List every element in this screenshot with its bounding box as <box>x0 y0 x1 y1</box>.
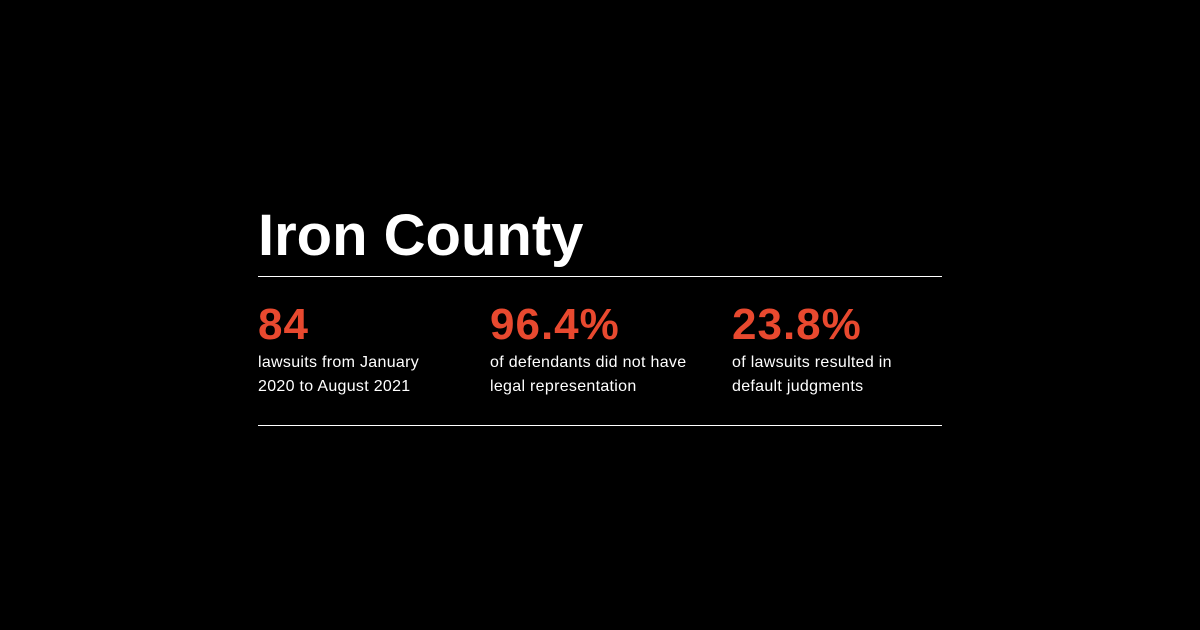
stat-description: of lawsuits resulted in default judgment… <box>732 351 942 399</box>
stat-description: lawsuits from January 2020 to August 202… <box>258 351 478 399</box>
stat-description-line: 2020 to August 2021 <box>258 378 411 395</box>
stat-description: of defendants did not have legal represe… <box>490 351 720 399</box>
stat-description-line: legal representation <box>490 378 637 395</box>
stat-description-line: of defendants did not have <box>490 354 687 371</box>
stat-value: 96.4% <box>490 300 620 349</box>
top-divider <box>258 276 942 277</box>
stat-description-line: of lawsuits resulted in <box>732 354 892 371</box>
stat-default-judgments: 23.8% of lawsuits resulted in default ju… <box>732 301 942 399</box>
stat-value: 23.8% <box>732 300 862 349</box>
county-title: Iron County <box>258 203 584 268</box>
bottom-divider <box>258 425 942 426</box>
stat-description-line: default judgments <box>732 378 864 395</box>
stat-no-representation: 96.4% of defendants did not have legal r… <box>490 301 720 399</box>
county-stats-card: Iron County 84 lawsuits from January 202… <box>258 200 942 426</box>
stat-lawsuits: 84 lawsuits from January 2020 to August … <box>258 301 478 399</box>
stats-row: 84 lawsuits from January 2020 to August … <box>258 277 942 425</box>
stat-value: 84 <box>258 300 309 349</box>
stat-description-line: lawsuits from January <box>258 354 420 371</box>
